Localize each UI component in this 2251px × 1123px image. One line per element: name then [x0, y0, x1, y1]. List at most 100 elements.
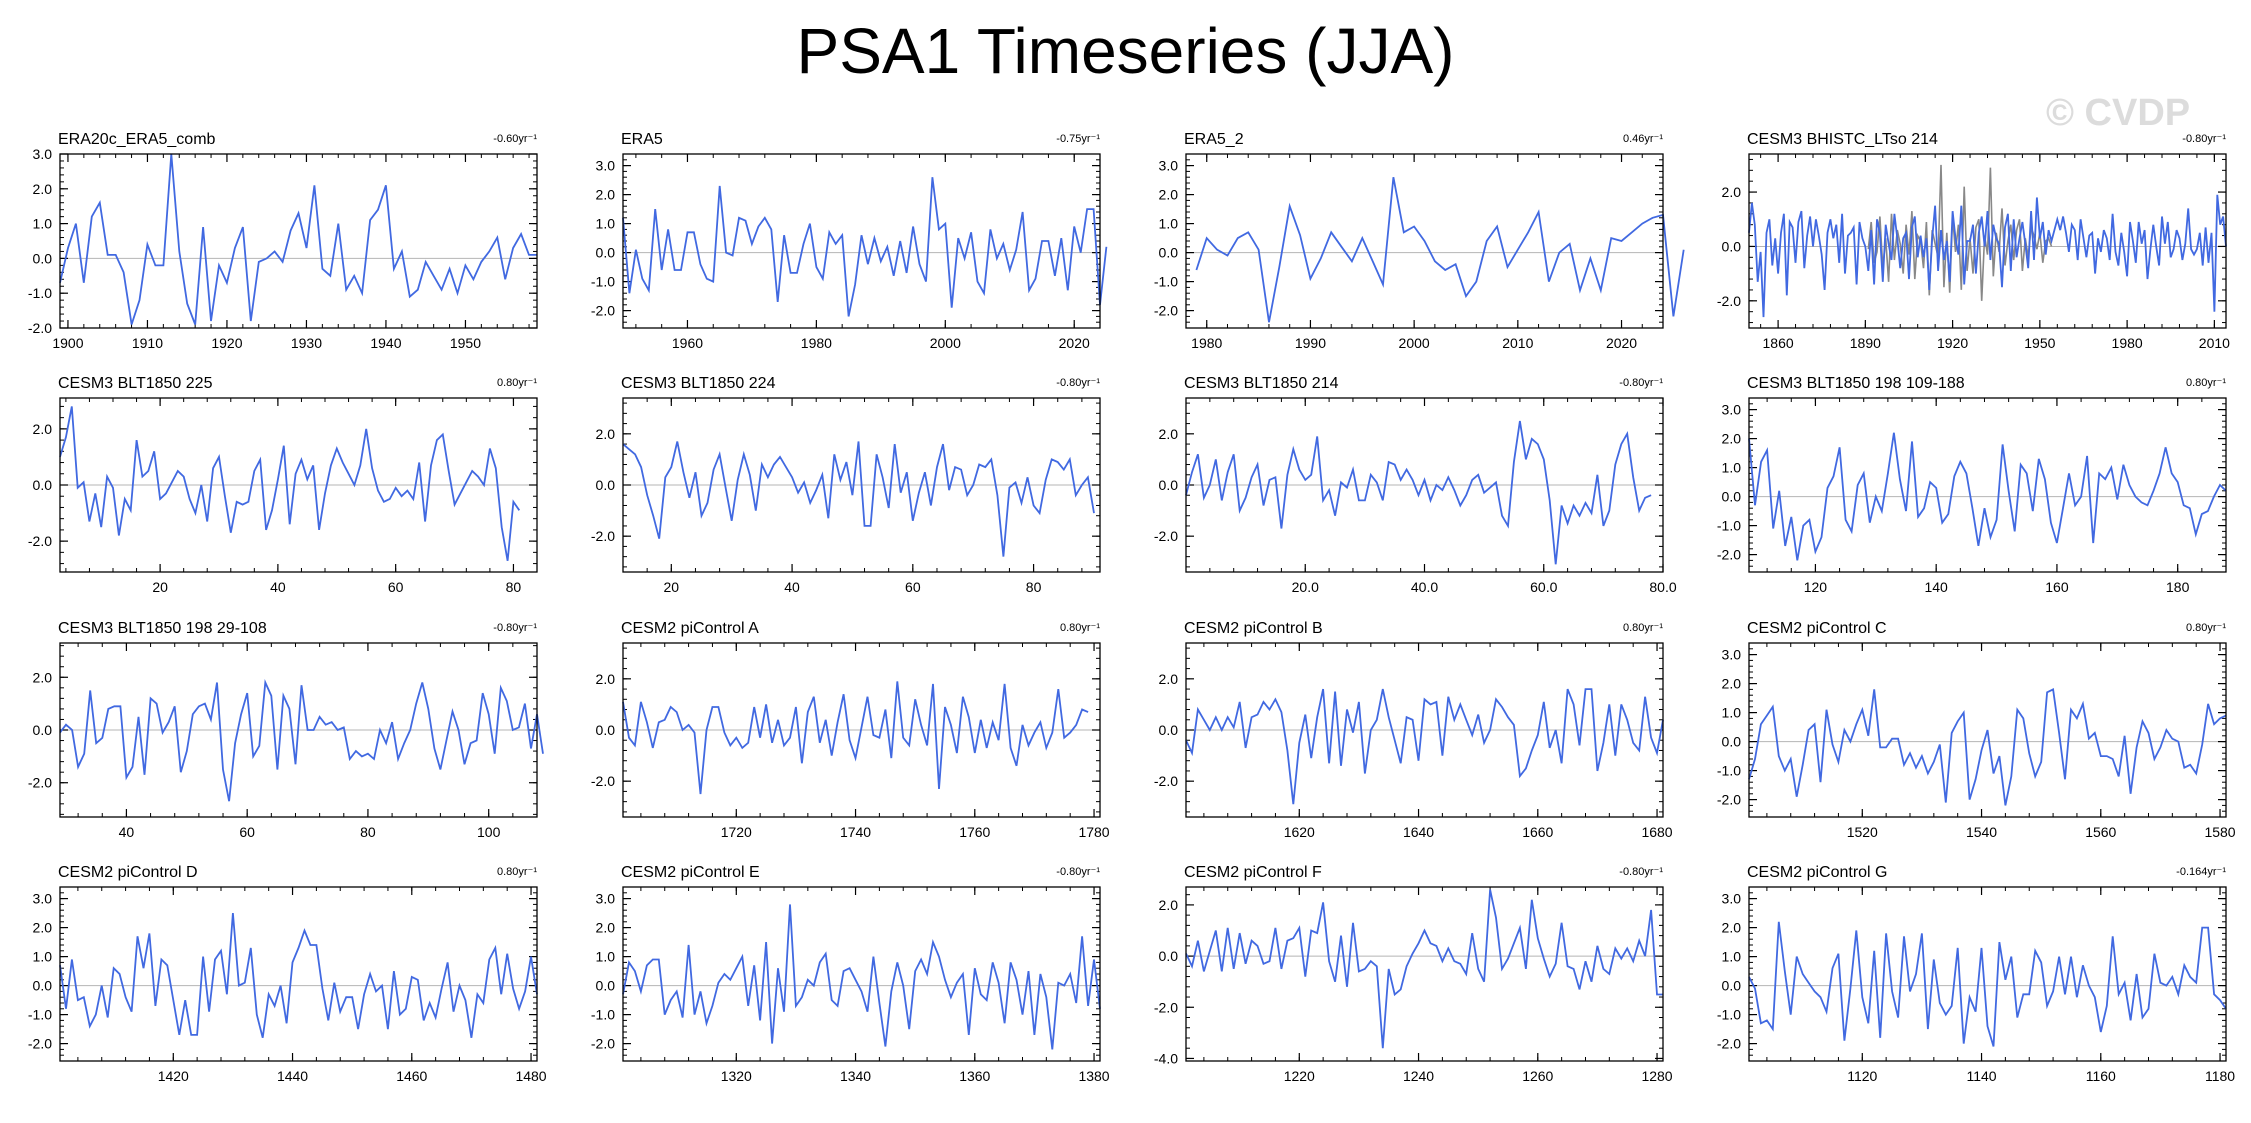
- x-tick-label: 1180: [2205, 1068, 2235, 1084]
- x-tick-label: 1360: [959, 1068, 990, 1084]
- series-line: [59, 679, 544, 802]
- chart-panel-7: CESM3 BLT1850 214 -0.80yr⁻¹ 20.0 40.0 60.0 80…: [1154, 375, 1677, 595]
- y-tick-label: 2.0: [1722, 431, 1742, 447]
- x-tick-label: 1930: [291, 335, 322, 351]
- chart-panel-4: CESM3 BHISTC_LTso 214 -0.80yr⁻¹ 1860 1890 19…: [1717, 131, 2230, 351]
- y-tick-label: 2.0: [33, 920, 53, 936]
- x-tick-label: 1220: [1284, 1068, 1315, 1084]
- y-tick-label: 0.0: [596, 477, 616, 493]
- y-tick-label: 0.0: [596, 722, 616, 738]
- panel-title: CESM3 BLT1850 225: [58, 375, 213, 392]
- y-tick-label: -2.0: [1154, 303, 1178, 319]
- trend-label: 0.80yr⁻¹: [1623, 622, 1663, 634]
- y-tick-label: -2.0: [1717, 547, 1741, 563]
- series-line: [622, 177, 1108, 317]
- x-tick-label: 1640: [1403, 824, 1434, 840]
- x-tick-label: 80: [360, 824, 376, 840]
- x-tick-label: 1340: [840, 1068, 871, 1084]
- x-tick-label: 20.0: [1292, 579, 1319, 595]
- x-tick-label: 1760: [959, 824, 990, 840]
- trend-label: 0.80yr⁻¹: [497, 377, 537, 389]
- trend-label: 0.80yr⁻¹: [1060, 622, 1100, 634]
- x-tick-label: 1910: [132, 335, 163, 351]
- y-tick-label: 0.0: [1722, 489, 1742, 505]
- x-tick-label: 1740: [840, 824, 871, 840]
- plot-frame: [1185, 886, 1664, 1062]
- plot-frame: [622, 397, 1101, 573]
- chart-panel-1: ERA20c_ERA5_comb -0.60yr⁻¹ 1900 1910 1920 193…: [28, 131, 538, 351]
- panel-title: CESM3 BLT1850 214: [1184, 375, 1339, 392]
- panel-title: CESM3 BLT1850 224: [621, 375, 776, 392]
- x-tick-label: 2010: [2199, 335, 2230, 351]
- series-line: [1748, 688, 2227, 806]
- trend-label: -0.80yr⁻¹: [1619, 866, 1663, 878]
- chart-panel-12: CESM2 piControl C 0.80yr⁻¹ 1520 1540 1560 158…: [1717, 620, 2236, 840]
- y-tick-label: 1.0: [1722, 949, 1742, 965]
- y-tick-label: -1.0: [591, 274, 615, 290]
- y-tick-label: 0.0: [33, 477, 53, 493]
- series-line: [59, 153, 537, 325]
- x-tick-label: 60: [388, 579, 404, 595]
- y-tick-label: 3.0: [1722, 891, 1742, 907]
- x-tick-label: 2000: [930, 335, 961, 351]
- y-tick-label: -2.0: [1154, 528, 1178, 544]
- y-tick-label: -1.0: [1154, 274, 1178, 290]
- x-tick-label: 1140: [1966, 1068, 1996, 1084]
- y-tick-label: 3.0: [1722, 402, 1742, 418]
- y-tick-label: 0.0: [1722, 978, 1742, 994]
- trend-label: -0.80yr⁻¹: [1056, 377, 1100, 389]
- y-tick-label: 0.0: [33, 722, 53, 738]
- x-tick-label: 1920: [211, 335, 242, 351]
- plot-frame: [1748, 642, 2227, 818]
- y-tick-label: -1.0: [1717, 763, 1741, 779]
- y-tick-label: -1.0: [1717, 518, 1741, 534]
- x-tick-label: 1990: [1295, 335, 1326, 351]
- x-tick-label: 1890: [1850, 335, 1881, 351]
- y-tick-label: 3.0: [1722, 647, 1742, 663]
- x-tick-label: 1160: [2086, 1068, 2116, 1084]
- chart-panel-16: CESM2 piControl G -0.164yr⁻¹ 1120 1140 1160 1…: [1717, 864, 2235, 1084]
- y-tick-label: 2.0: [33, 669, 53, 685]
- x-tick-label: 1560: [2085, 824, 2116, 840]
- y-tick-label: 2.0: [1159, 897, 1179, 913]
- y-tick-label: 0.0: [1159, 722, 1179, 738]
- chart-panel-2: ERA5 -0.75yr⁻¹ 1960 1980 2000 2020 -2.0 -1.0 0.0…: [591, 131, 1108, 351]
- panel-title: CESM3 BLT1850 198 109-188: [1747, 375, 1965, 392]
- y-tick-label: 0.0: [1722, 734, 1742, 750]
- y-tick-label: -2.0: [28, 1036, 52, 1052]
- trend-label: -0.80yr⁻¹: [2182, 133, 2226, 145]
- x-tick-label: 80: [506, 579, 522, 595]
- series-line: [622, 441, 1095, 557]
- x-tick-label: 1940: [370, 335, 401, 351]
- y-tick-label: 1.0: [596, 216, 616, 232]
- y-tick-label: 2.0: [596, 920, 616, 936]
- y-tick-label: -4.0: [1154, 1050, 1178, 1066]
- y-tick-label: 1.0: [1722, 460, 1742, 476]
- series-line: [59, 406, 521, 561]
- panel-title: CESM3 BLT1850 198 29-108: [58, 620, 267, 637]
- series-line-secondary: [1867, 164, 2053, 301]
- chart-panel-14: CESM2 piControl E -0.80yr⁻¹ 1320 1340 1360 13…: [591, 864, 1110, 1084]
- x-tick-label: 1540: [1966, 824, 1997, 840]
- x-tick-label: 1440: [277, 1068, 308, 1084]
- panel-title: CESM2 piControl A: [621, 620, 759, 637]
- trend-label: -0.60yr⁻¹: [493, 133, 537, 145]
- x-tick-label: 2020: [1059, 335, 1090, 351]
- y-tick-label: -2.0: [591, 528, 615, 544]
- panel-title: CESM2 piControl E: [621, 864, 760, 881]
- x-tick-label: 1380: [1078, 1068, 1109, 1084]
- x-tick-label: 1950: [450, 335, 481, 351]
- x-tick-label: 1620: [1284, 824, 1315, 840]
- x-tick-label: 1320: [721, 1068, 752, 1084]
- x-tick-label: 2010: [1502, 335, 1533, 351]
- y-tick-label: -2.0: [591, 1036, 615, 1052]
- x-tick-label: 60: [905, 579, 921, 595]
- y-tick-label: 3.0: [33, 891, 53, 907]
- y-tick-label: 2.0: [1159, 187, 1179, 203]
- y-tick-label: 1.0: [1159, 216, 1179, 232]
- y-tick-label: -1.0: [28, 285, 52, 301]
- x-tick-label: 40: [270, 579, 286, 595]
- trend-label: -0.80yr⁻¹: [1619, 377, 1663, 389]
- y-tick-label: -1.0: [28, 1007, 52, 1023]
- y-tick-label: 0.0: [33, 250, 53, 266]
